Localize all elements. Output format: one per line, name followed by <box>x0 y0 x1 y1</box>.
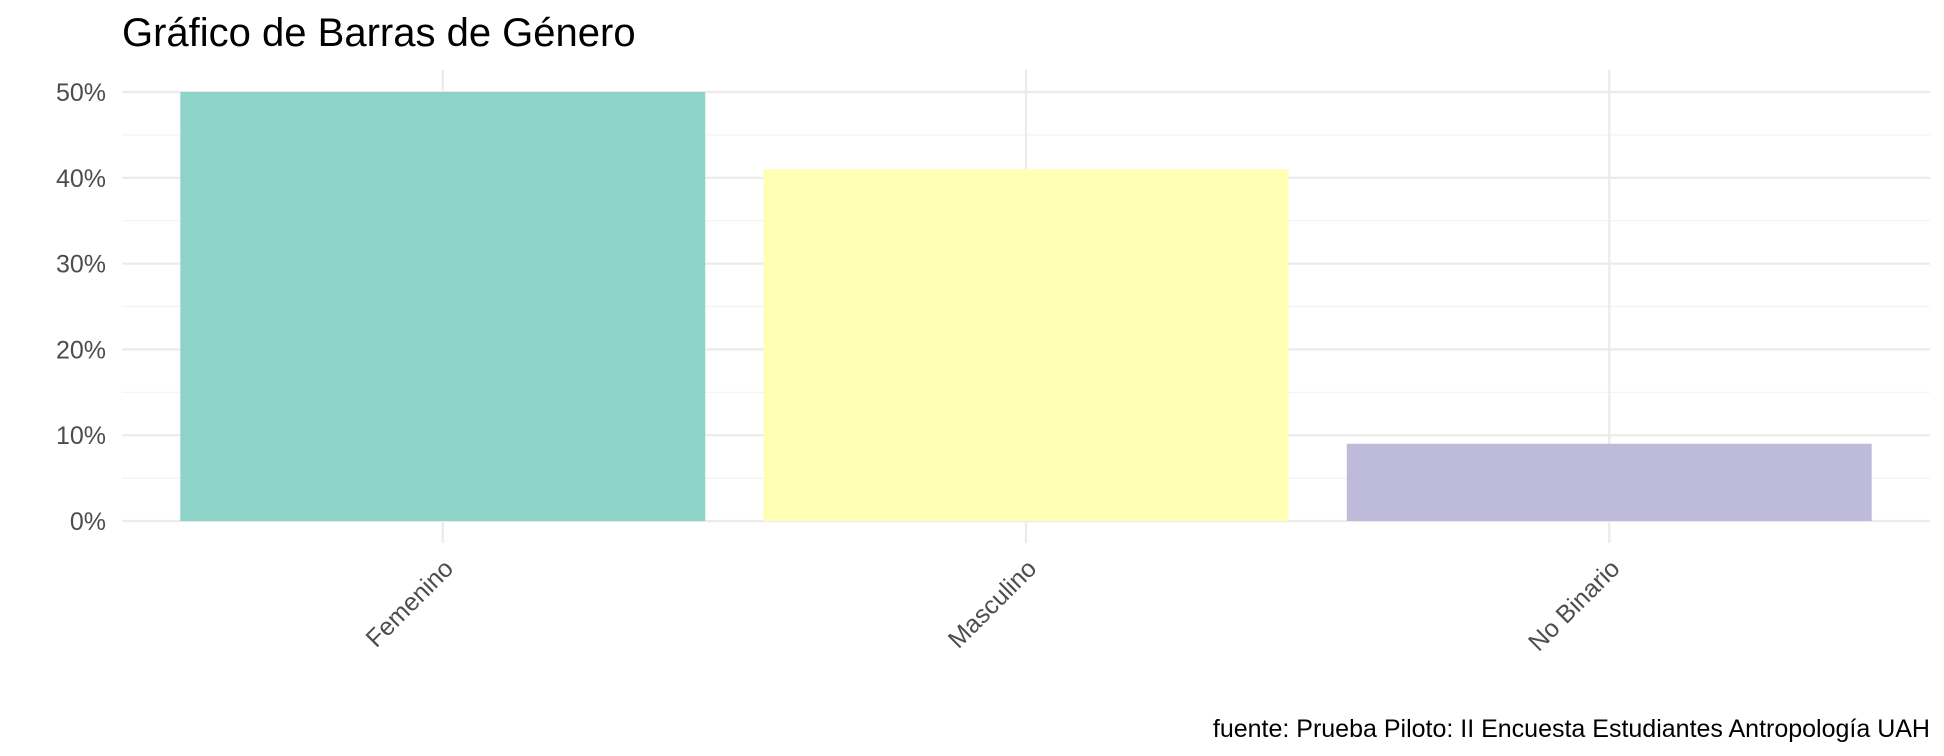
chart-title: Gráfico de Barras de Género <box>122 11 636 55</box>
x-axis-tick-labels: Femenino Masculino No Binario <box>361 554 1626 656</box>
x-tick-label: No Binario <box>1523 554 1625 656</box>
y-tick-label: 10% <box>56 422 106 450</box>
y-tick-label: 40% <box>56 165 106 193</box>
bars <box>180 92 1872 521</box>
bar-femenino <box>180 92 706 521</box>
y-tick-label: 30% <box>56 251 106 279</box>
y-axis-tick-labels: 0% 10% 20% 30% 40% 50% <box>56 79 106 536</box>
y-tick-label: 20% <box>56 336 106 364</box>
y-tick-label: 0% <box>70 508 106 536</box>
x-tick-label: Femenino <box>361 554 459 652</box>
y-tick-label: 50% <box>56 79 106 107</box>
bar-no-binario <box>1346 443 1872 521</box>
bar-masculino <box>763 169 1289 521</box>
x-tick-label: Masculino <box>943 554 1042 653</box>
chart-caption: fuente: Prueba Piloto: II Encuesta Estud… <box>1213 715 1930 743</box>
